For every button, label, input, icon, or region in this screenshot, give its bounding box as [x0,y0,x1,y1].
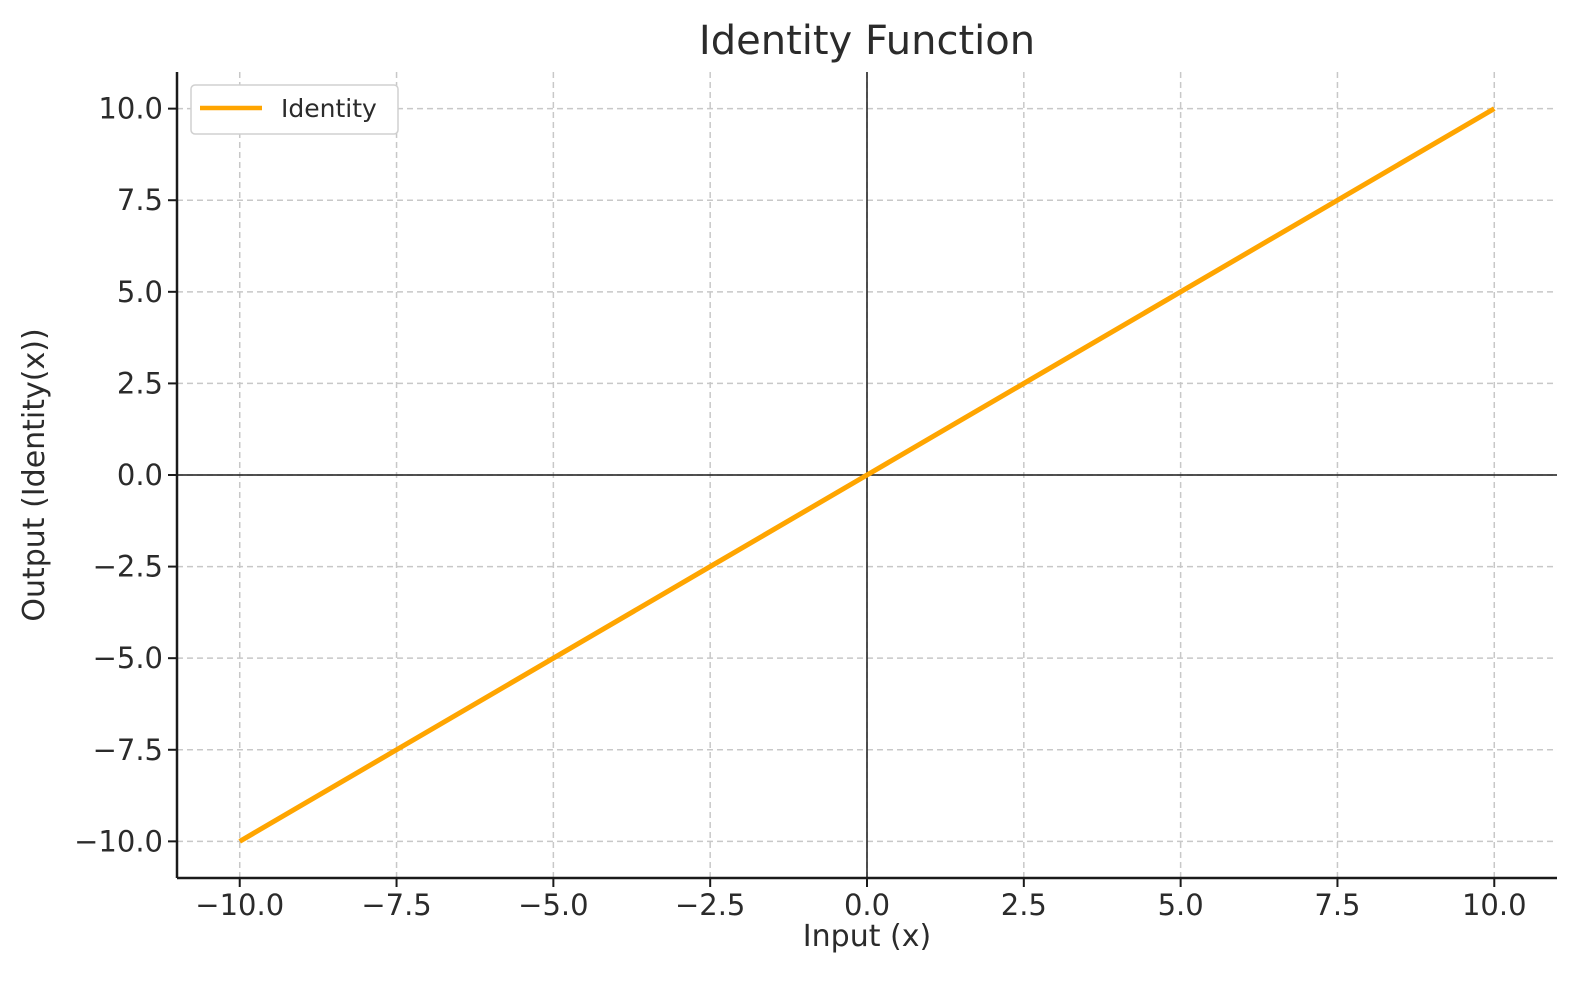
y-axis-label: Output (Identity(x)) [17,328,52,621]
x-tick-label: −10.0 [195,888,284,922]
y-tick-label: 5.0 [117,275,163,309]
data-point [1021,381,1026,386]
x-tick-label: 7.5 [1314,888,1360,922]
x-tick-label: 5.0 [1158,888,1204,922]
data-point [865,473,870,478]
data-point [1335,198,1340,203]
data-point [394,747,399,752]
series-line-identity [238,106,1496,844]
y-tick-label: −10.0 [74,824,163,858]
x-tick-label: −2.5 [675,888,745,922]
data-point [708,564,713,569]
series-layer [237,106,1497,844]
y-tick-label: 7.5 [117,183,163,217]
data-point [1492,106,1497,111]
ticks: −10.0 −7.5 −5.0 −2.5 0.0 2.5 5.0 7.5 10.0 −10.0 −7… [74,92,1526,922]
chart-title: Identity Function [699,18,1035,64]
y-tick-label: −2.5 [93,550,163,584]
x-tick-label: 0.0 [844,888,890,922]
x-tick-label: −7.5 [361,888,431,922]
data-point [237,839,242,844]
y-tick-label: −7.5 [93,733,163,767]
data-point [1178,289,1183,294]
y-tick-label: −5.0 [93,641,163,675]
y-tick-label: 10.0 [98,92,163,126]
y-tick-label: 0.0 [117,458,163,492]
x-tick-label: 10.0 [1462,888,1527,922]
legend: Identity [190,84,399,135]
x-axis-label: Input (x) [803,919,931,954]
x-tick-label: −5.0 [518,888,588,922]
legend-label-identity: Identity [281,94,377,123]
legend-box [190,84,399,135]
x-tick-label: 2.5 [1001,888,1047,922]
data-point [551,656,556,661]
y-tick-label: 2.5 [117,366,163,400]
